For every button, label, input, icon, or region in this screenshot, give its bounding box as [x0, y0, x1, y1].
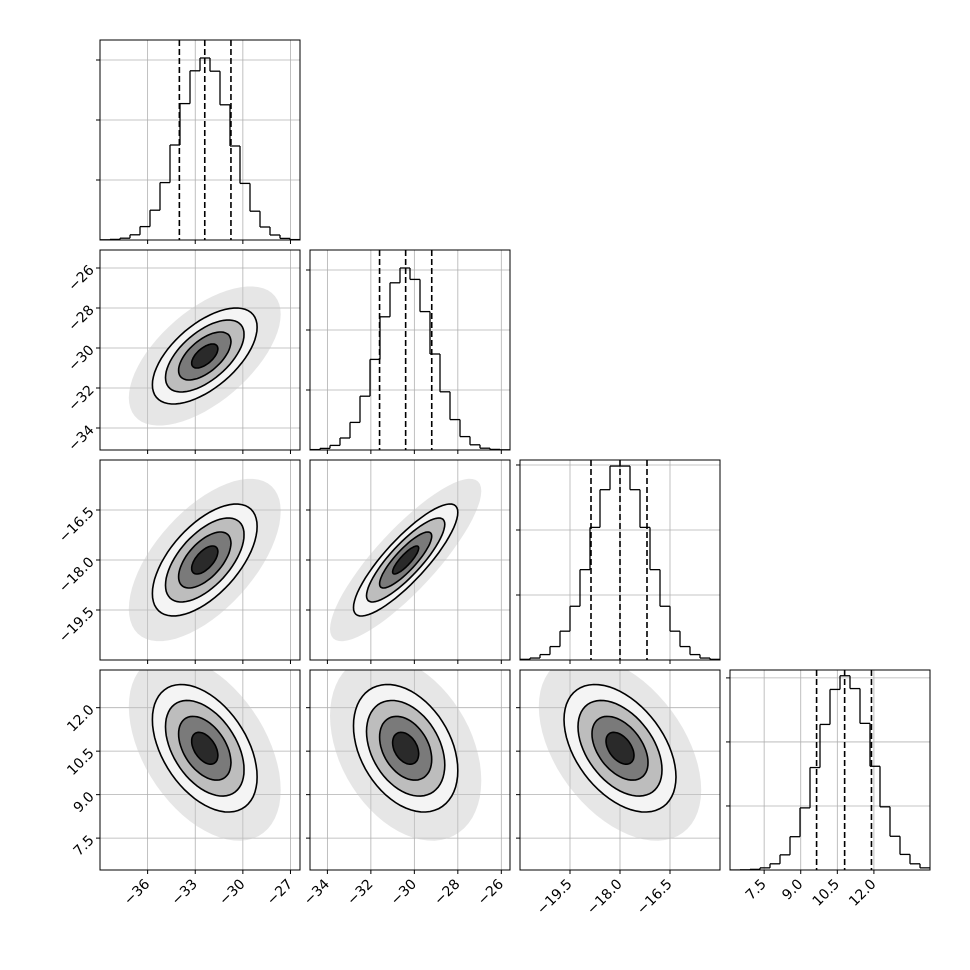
panel: −16.5 −18.0 −19.5	[56, 459, 301, 664]
contour	[190, 343, 219, 369]
panel-content	[100, 460, 300, 660]
panel	[306, 459, 511, 664]
y-tick-label: −34	[65, 422, 97, 454]
y-tick-label: 12.0	[64, 702, 97, 735]
x-tick-label: −33	[169, 876, 201, 908]
x-tick-label: −30	[216, 876, 248, 908]
contour	[605, 731, 635, 765]
x-tick-label: 12.0	[846, 876, 879, 909]
panel-content	[310, 250, 510, 450]
panel-content	[520, 670, 720, 870]
x-tick-label: −26	[475, 876, 507, 908]
panel-frame	[309, 249, 511, 451]
panel-frame	[99, 459, 301, 661]
y-tick-label: −18.0	[56, 554, 98, 596]
y-tick-label: −16.5	[56, 504, 98, 546]
y-tick-label: −30	[65, 342, 97, 374]
x-tick-label: −34	[301, 876, 333, 908]
y-tick-label: −19.5	[56, 604, 98, 646]
panel-frame	[729, 669, 931, 871]
x-tick-label: −19.5	[534, 876, 576, 918]
y-tick-label: 9.0	[71, 789, 98, 816]
contour	[190, 731, 219, 765]
panel-frame	[519, 459, 721, 661]
y-tick-label: 10.5	[64, 746, 97, 779]
x-tick-label: −16.5	[634, 876, 676, 918]
y-tick-label: −28	[65, 302, 97, 334]
panel-content	[730, 670, 930, 870]
panel-content	[310, 460, 510, 660]
panel	[96, 39, 301, 244]
x-tick-label: −28	[431, 876, 463, 908]
panel-frame	[99, 669, 301, 871]
contour	[391, 545, 420, 575]
panel: −34 −32 −30 −28 −26	[301, 669, 511, 909]
panel-content	[520, 460, 720, 660]
panel	[516, 459, 721, 664]
y-tick-label: 7.5	[71, 832, 98, 859]
panel-frame	[519, 669, 721, 871]
panel-content	[100, 40, 300, 240]
panel-content	[100, 670, 300, 870]
x-tick-label: −27	[264, 876, 296, 908]
panel-content	[100, 250, 300, 450]
panel-frame	[309, 669, 511, 871]
panel: −36 −33 −30 −27 12.0 10.5 9.0 7.5	[64, 669, 301, 909]
x-tick-label: 9.0	[779, 876, 806, 903]
x-tick-label: 7.5	[743, 876, 770, 903]
panel: −19.5 −18.0 −16.5	[516, 669, 721, 918]
y-tick-label: −26	[65, 262, 97, 294]
panel	[306, 249, 511, 454]
panel: −26 −28 −30 −32 −34	[65, 249, 301, 455]
panel: 7.5 9.0 10.5 12.0	[726, 669, 931, 910]
x-tick-label: −32	[344, 876, 376, 908]
x-tick-label: −30	[388, 876, 420, 908]
contour	[190, 545, 219, 575]
x-tick-label: 10.5	[810, 876, 843, 909]
x-tick-label: −18.0	[584, 876, 626, 918]
panel-content	[310, 670, 510, 870]
x-tick-label: −36	[121, 876, 153, 908]
y-tick-label: −32	[65, 382, 97, 414]
panel-frame	[99, 39, 301, 241]
panel-frame	[309, 459, 511, 661]
panel-frame	[99, 249, 301, 451]
contour	[391, 731, 420, 765]
